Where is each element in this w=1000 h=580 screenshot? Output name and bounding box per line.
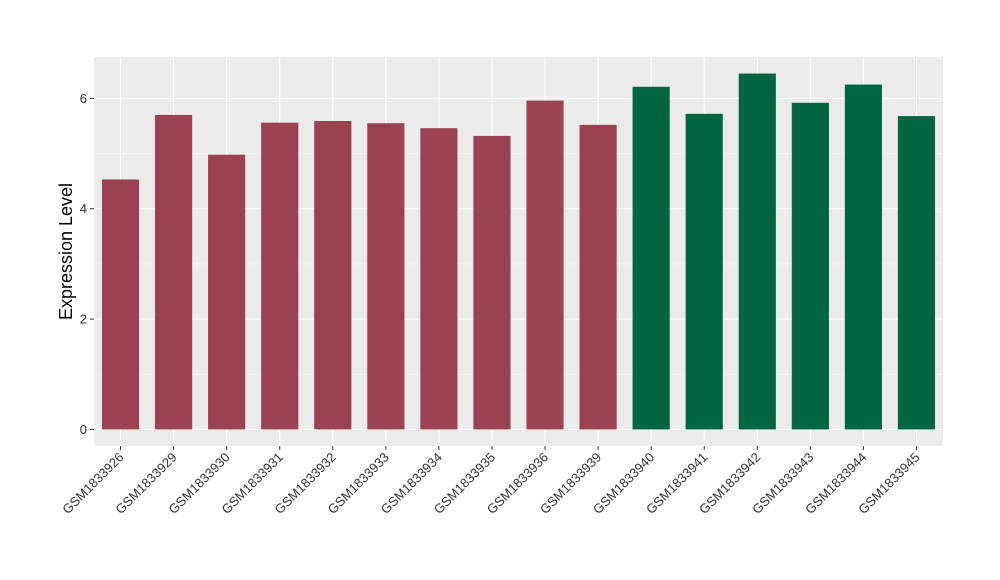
y-axis: 0 2 4 6 [80, 91, 94, 437]
bars-group [101, 73, 936, 430]
y-tick-label: 0 [80, 422, 87, 437]
x-axis: GSM1833926GSM1833929GSM1833930GSM1833931… [59, 446, 923, 517]
bar-GSM1833942 [738, 73, 776, 430]
y-tick-label: 2 [80, 312, 87, 327]
bar-GSM1833939 [579, 124, 617, 430]
bar-GSM1833932 [314, 121, 352, 430]
bar-GSM1833940 [632, 86, 670, 430]
y-axis-title: Expression Level [56, 183, 76, 320]
y-tick-label: 6 [80, 91, 87, 106]
bar-GSM1833929 [155, 114, 193, 430]
bar-GSM1833926 [101, 179, 140, 430]
y-tick-label: 4 [80, 201, 87, 216]
bar-GSM1833944 [844, 84, 882, 430]
bar-GSM1833935 [473, 135, 511, 430]
bar-GSM1833941 [685, 113, 723, 430]
bar-GSM1833943 [791, 102, 829, 430]
bar-GSM1833934 [420, 128, 458, 430]
bar-GSM1833931 [261, 122, 299, 430]
bar-GSM1833936 [526, 100, 564, 430]
bar-GSM1833930 [208, 154, 246, 430]
bar-GSM1833945 [897, 116, 936, 430]
bar-GSM1833933 [367, 123, 405, 430]
